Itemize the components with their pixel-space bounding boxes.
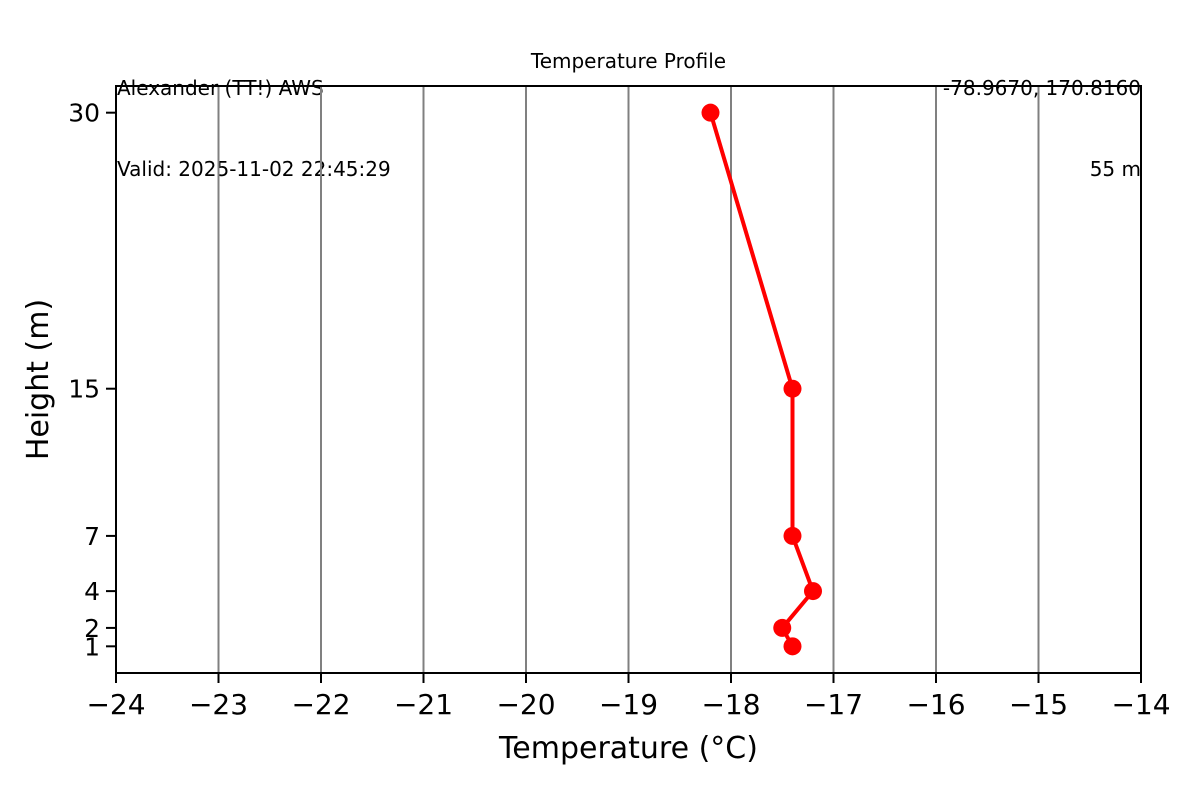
station-coordinates: -78.9670, 170.8160 xyxy=(942,76,1141,100)
x-tick-label: −22 xyxy=(291,688,350,721)
x-tick-label: −15 xyxy=(1009,688,1068,721)
valid-timestamp: Valid: 2025-11-02 22:45:29 xyxy=(117,157,391,181)
y-tick-label: 15 xyxy=(68,375,100,404)
chart-title: Temperature Profile xyxy=(530,49,727,73)
x-tick-label: −21 xyxy=(394,688,453,721)
y-tick-label: 4 xyxy=(84,577,100,606)
station-elevation: 55 m xyxy=(1089,157,1141,181)
x-tick-label: −20 xyxy=(496,688,555,721)
data-point xyxy=(783,379,802,398)
x-tick-label: −18 xyxy=(701,688,760,721)
plot-border xyxy=(115,85,1142,674)
data-point xyxy=(701,103,720,122)
series-line xyxy=(708,110,815,649)
header-left: Alexander (TT!) AWS Valid: 2025-11-02 22… xyxy=(117,21,391,237)
x-tick-label: −14 xyxy=(1111,688,1170,721)
x-tick-label: −24 xyxy=(86,688,145,721)
x-tick-label: −16 xyxy=(906,688,965,721)
y-tick-label: 30 xyxy=(68,99,100,128)
x-tick-label: −23 xyxy=(189,688,248,721)
y-tick-label: 7 xyxy=(84,522,100,551)
x-tick-label: −17 xyxy=(804,688,863,721)
data-point xyxy=(773,618,792,637)
header-right: -78.9670, 170.8160 55 m xyxy=(943,21,1141,237)
station-name: Alexander (TT!) AWS xyxy=(117,76,324,100)
y-tick-label: 2 xyxy=(84,614,100,643)
y-tick-label: 1 xyxy=(84,632,100,661)
data-point xyxy=(804,582,822,601)
x-axis-label: Temperature (°C) xyxy=(498,731,758,766)
y-axis-label: Height (m) xyxy=(21,299,56,460)
x-tick-label: −19 xyxy=(599,688,658,721)
data-point xyxy=(783,637,802,656)
data-point xyxy=(783,526,802,545)
